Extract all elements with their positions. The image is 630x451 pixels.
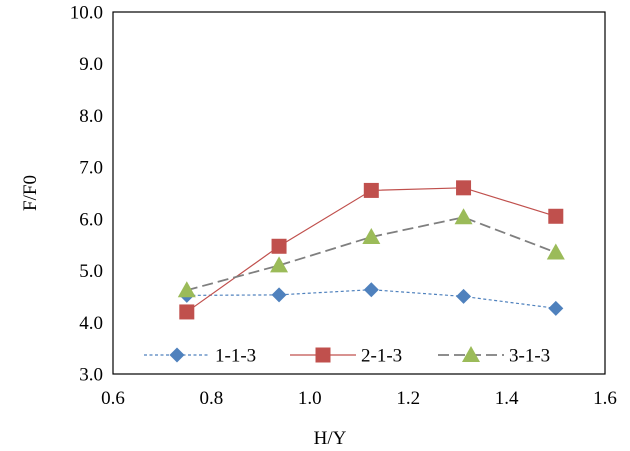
data-point: [177, 281, 196, 298]
data-point: [454, 208, 473, 225]
x-tick-labels: 0.6 0.8 1.0 1.2 1.4 1.6: [101, 388, 617, 409]
legend: 1-1-3 2-1-3 3-1-3: [144, 346, 550, 367]
x-tick-label: 1.2: [396, 388, 420, 409]
y-tick-label: 4.0: [79, 313, 103, 334]
legend-label: 3-1-3: [509, 346, 550, 367]
legend-marker: [315, 347, 331, 363]
x-tick-label: 1.4: [495, 388, 519, 409]
legend-marker: [169, 347, 185, 363]
y-tick-label: 7.0: [79, 158, 103, 179]
x-axis-title: H/Y: [314, 428, 347, 449]
y-axis-title: F/F0: [20, 175, 41, 211]
y-tick-labels: 3.0 4.0 5.0 6.0 7.0 8.0 9.0 10.0: [70, 3, 103, 386]
series-layer: [177, 180, 565, 320]
legend-label: 2-1-3: [361, 346, 402, 367]
plot-frame: [112, 11, 606, 375]
y-tick-label: 5.0: [79, 261, 103, 282]
y-tick-label: 8.0: [79, 106, 103, 127]
data-point: [548, 300, 564, 316]
x-tick-label: 1.0: [298, 388, 322, 409]
data-point: [271, 238, 287, 254]
data-point: [362, 227, 381, 244]
x-tick-label: 0.8: [200, 388, 224, 409]
data-point: [270, 256, 289, 273]
y-tick-label: 10.0: [70, 3, 103, 24]
data-point: [271, 287, 287, 303]
x-tick-label: 1.6: [593, 388, 617, 409]
data-point: [456, 288, 472, 304]
legend-item-1-1-3: 1-1-3: [144, 346, 256, 367]
y-tick-label: 6.0: [79, 209, 103, 230]
data-point: [546, 243, 565, 260]
series-line: [186, 289, 556, 309]
legend-label: 1-1-3: [215, 346, 256, 367]
series-2-1-3: [179, 180, 564, 320]
legend-item-3-1-3: 3-1-3: [438, 346, 550, 367]
data-point: [363, 182, 379, 198]
data-point: [456, 180, 472, 196]
y-tick-label: 3.0: [79, 365, 103, 386]
legend-item-2-1-3: 2-1-3: [290, 346, 402, 367]
data-point: [548, 208, 564, 224]
y-tick-label: 9.0: [79, 54, 103, 75]
data-point: [363, 282, 379, 298]
legend-marker: [462, 346, 480, 362]
x-tick-label: 0.6: [101, 388, 125, 409]
series-3-1-3: [177, 208, 565, 298]
data-point: [179, 304, 195, 320]
